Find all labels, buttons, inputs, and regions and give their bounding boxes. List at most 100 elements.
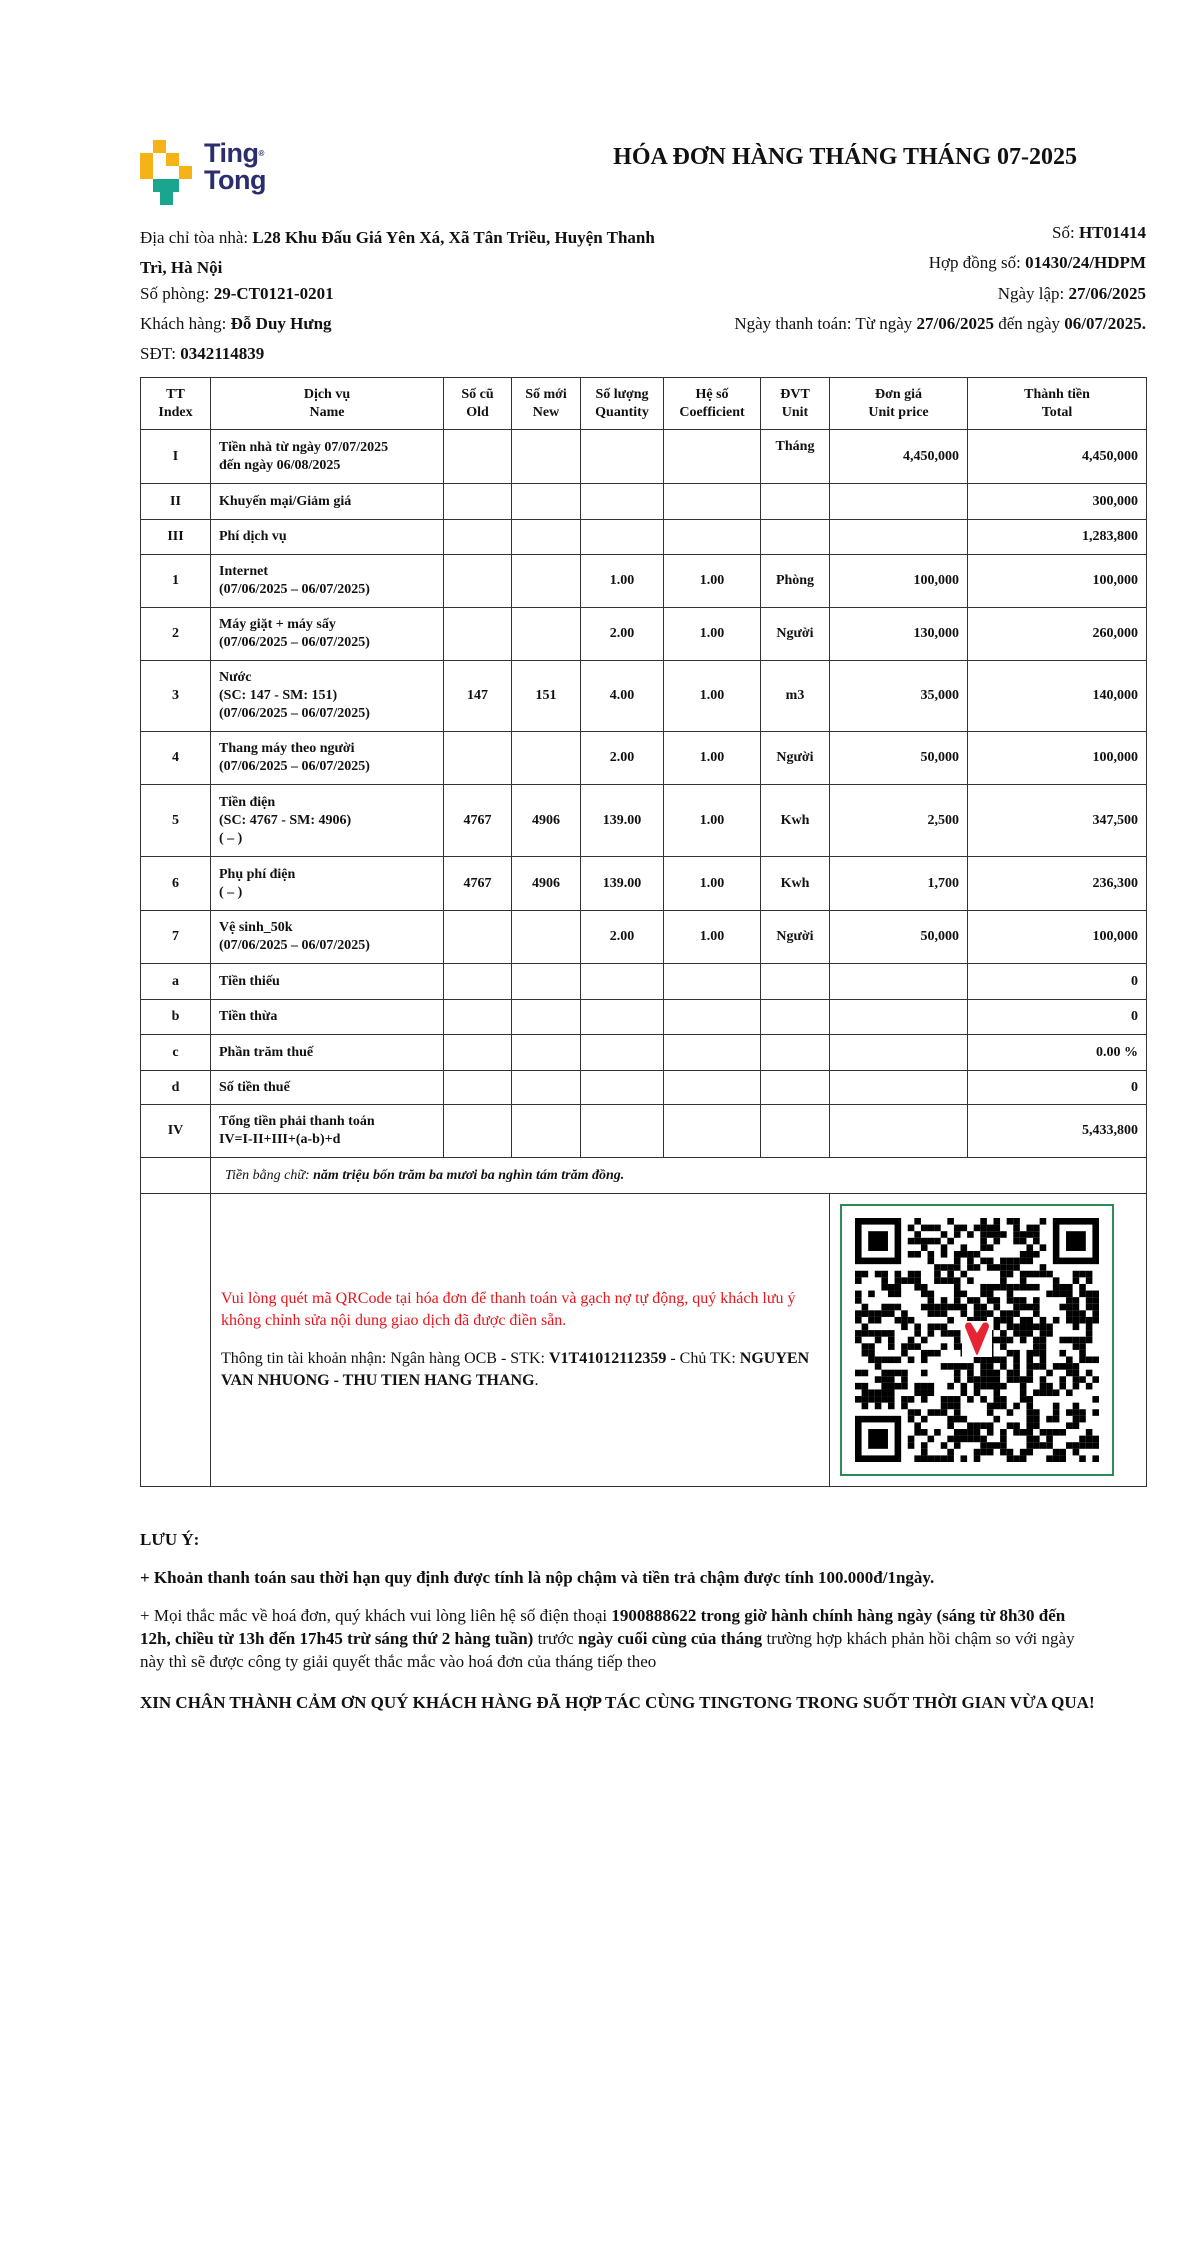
cell-total: 0 [967, 1070, 1147, 1105]
cell-index: 2 [140, 607, 211, 661]
table-row: 2 Máy giặt + máy sấy (07/06/2025 – 06/07/… [140, 607, 1147, 661]
heart-v-icon [962, 1321, 992, 1357]
cell-quantity [580, 429, 664, 484]
cell-service: Tiền nhà từ ngày 07/07/2025 đến ngày 06/… [210, 429, 444, 484]
tingtong-logo: Ting® Tong [140, 140, 280, 205]
cell-old-reading [443, 607, 512, 661]
cell-quantity [580, 999, 664, 1035]
table-row: III Phí dịch vụ 1,283,800 [140, 519, 1147, 555]
cell-index: 1 [140, 554, 211, 608]
cell-old-reading [443, 731, 512, 785]
column-header-old-reading: Số cũ Old [443, 377, 512, 430]
building-address: Địa chỉ tòa nhà: L28 Khu Đấu Giá Yên Xá,… [140, 228, 655, 277]
table-row: c Phần trăm thuế 0.00 % [140, 1034, 1147, 1071]
cell-total: 100,000 [967, 554, 1147, 608]
table-row: 3 Nước (SC: 147 - SM: 151) (07/06/2025 – … [140, 660, 1147, 732]
cell-old-reading [443, 910, 512, 964]
cell-old-reading: 4767 [443, 856, 512, 911]
cell-coefficient: 1.00 [663, 660, 761, 732]
cell-total: 236,300 [967, 856, 1147, 911]
table-row: 5 Tiền điện (SC: 4767 - SM: 4906) ( – ) 47… [140, 784, 1147, 857]
contract-number: Hợp đồng số: 01430/24/HDPM [928, 253, 1146, 272]
column-header-index: TT Index [140, 377, 211, 430]
cell-quantity [580, 963, 664, 1000]
cell-coefficient [663, 999, 761, 1035]
cell-unit-price: 130,000 [829, 607, 968, 661]
cell-index: II [140, 483, 211, 520]
cell-service: Khuyến mại/Giảm giá [210, 483, 444, 520]
payment-row: Vui lòng quét mã QRCode tại hóa đơn để t… [140, 1193, 1147, 1487]
table-row: IV Tổng tiền phải thanh toán IV=I-II+III+… [140, 1104, 1147, 1158]
cell-unit [760, 483, 830, 520]
cell-quantity: 1.00 [580, 554, 664, 608]
cell-quantity: 2.00 [580, 731, 664, 785]
cell-total: 5,433,800 [967, 1104, 1147, 1158]
cell-new-reading [511, 910, 581, 964]
cell-unit-price: 50,000 [829, 731, 968, 785]
cell-unit [760, 1104, 830, 1158]
cell-old-reading [443, 963, 512, 1000]
customer-name: Khách hàng: Đỗ Duy Hưng [140, 314, 332, 333]
cell-old-reading [443, 1104, 512, 1158]
cell-quantity: 139.00 [580, 784, 664, 857]
cell-new-reading: 151 [511, 660, 581, 732]
cell-total: 1,283,800 [967, 519, 1147, 555]
cell-index: 7 [140, 910, 211, 964]
cell-new-reading [511, 1034, 581, 1071]
customer-phone: SĐT: 0342114839 [140, 344, 265, 363]
cell-old-reading [443, 429, 512, 484]
cell-coefficient [663, 1034, 761, 1071]
cell-new-reading: 4906 [511, 784, 581, 857]
cell-index: III [140, 519, 211, 555]
cell-index: I [140, 429, 211, 484]
cell-service: Phần trăm thuế [210, 1034, 444, 1071]
cell-unit-price [829, 999, 968, 1035]
cell-unit: Kwh [760, 856, 830, 911]
cell-total: 100,000 [967, 910, 1147, 964]
cell-total: 347,500 [967, 784, 1147, 857]
cell-unit: Người [760, 731, 830, 785]
cell-quantity [580, 1104, 664, 1158]
cell-index: a [140, 963, 211, 1000]
cell-service: Tiền thiếu [210, 963, 444, 1000]
cell-service: Tiền thừa [210, 999, 444, 1035]
amount-in-words: Tiền bằng chữ: năm triệu bốn trăm ba mươ… [210, 1157, 1147, 1194]
cell-coefficient: 1.00 [663, 607, 761, 661]
cell-total: 100,000 [967, 731, 1147, 785]
cell-quantity: 139.00 [580, 856, 664, 911]
invoice-number: Số: HT01414 [1052, 223, 1146, 242]
cell-coefficient: 1.00 [663, 731, 761, 785]
cell-quantity: 2.00 [580, 910, 664, 964]
column-header-quantity: Số lượng Quantity [580, 377, 664, 430]
qr-code-image [855, 1218, 1099, 1462]
cell-new-reading [511, 483, 581, 520]
thank-you-message: XIN CHÂN THÀNH CẢM ƠN QUÝ KHÁCH HÀNG ĐÃ … [140, 1693, 1095, 1712]
cell-index: c [140, 1034, 211, 1071]
invoice-table: TT Index Dịch vụ Name Số cũ Old Số mới New S… [140, 377, 1147, 1487]
cell-unit-price: 100,000 [829, 554, 968, 608]
cell-unit-price [829, 1070, 968, 1105]
cell-service: Internet (07/06/2025 – 06/07/2025) [210, 554, 444, 608]
cell-old-reading: 147 [443, 660, 512, 732]
cell-unit-price: 50,000 [829, 910, 968, 964]
column-header-total: Thành tiền Total [967, 377, 1147, 430]
cell-quantity: 4.00 [580, 660, 664, 732]
cell-coefficient [663, 483, 761, 520]
cell-unit: Phòng [760, 554, 830, 608]
cell-unit: Kwh [760, 784, 830, 857]
column-header-coefficient: Hệ số Coefficient [663, 377, 761, 430]
cell-service: Số tiền thuế [210, 1070, 444, 1105]
cell-coefficient [663, 429, 761, 484]
cell-unit: m3 [760, 660, 830, 732]
cell-unit [760, 519, 830, 555]
cell-new-reading [511, 1070, 581, 1105]
cell-coefficient: 1.00 [663, 554, 761, 608]
cell-coefficient [663, 1104, 761, 1158]
cell-total: 260,000 [967, 607, 1147, 661]
table-row: 7 Vệ sinh_50k (07/06/2025 – 06/07/2025) 2.… [140, 910, 1147, 964]
cell-unit-price: 2,500 [829, 784, 968, 857]
cell-coefficient [663, 1070, 761, 1105]
cell-total: 0 [967, 999, 1147, 1035]
payment-qr-code[interactable] [840, 1204, 1114, 1476]
cell-new-reading [511, 607, 581, 661]
